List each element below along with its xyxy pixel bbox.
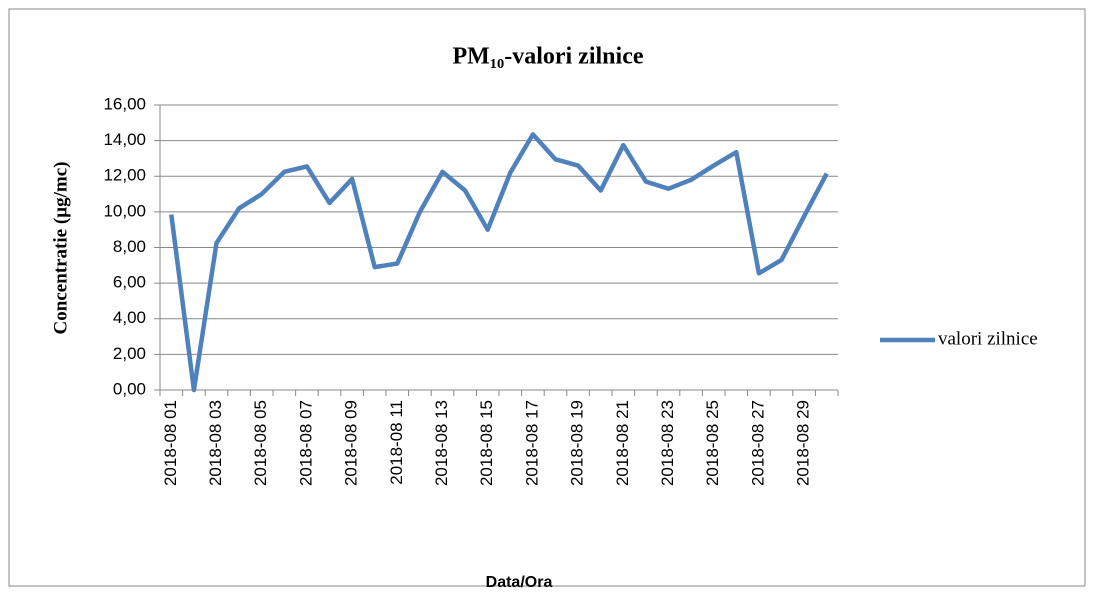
x-tick-label: 2018-08 07 (296, 400, 315, 486)
y-tick-label: 4,00 (113, 308, 146, 327)
x-tick-label: 2018-08 19 (568, 400, 587, 486)
y-tick-label: 8,00 (113, 237, 146, 256)
x-tick-label: 2018-08 01 (161, 400, 180, 486)
x-tick-label: 2018-08 17 (522, 400, 541, 486)
chart-border (8, 8, 1086, 587)
y-tick-label: 6,00 (113, 273, 146, 292)
x-tick-label: 2018-08 29 (794, 400, 813, 486)
legend-label: valori zilnice (938, 328, 1038, 349)
x-tick-label: 2018-08 23 (658, 400, 677, 486)
line-series (169, 132, 829, 393)
x-axis-title: Data/Ora (486, 574, 553, 591)
x-tick-label: 2018-08 03 (206, 400, 225, 486)
y-tick-label: 12,00 (103, 166, 146, 185)
chart-title: PM₁₀-valori zilnice (453, 44, 644, 70)
y-tick-label: 10,00 (103, 201, 146, 220)
x-tick-label: 2018-08 25 (703, 400, 722, 486)
y-tick-label: 14,00 (103, 130, 146, 149)
x-tick-label: 2018-08 05 (251, 400, 270, 486)
x-tick-label: 2018-08 15 (477, 400, 496, 486)
x-tick-label: 2018-08 11 (387, 400, 406, 485)
y-tick-label: 2,00 (113, 344, 146, 363)
x-tick-label: 2018-08 27 (748, 400, 767, 486)
y-tick-label: 16,00 (103, 94, 146, 113)
y-tick-label: 0,00 (113, 379, 146, 398)
x-tick-label: 2018-08 09 (342, 400, 361, 486)
x-tick-label: 2018-08 13 (432, 400, 451, 486)
y-axis-title: Concentratie (µg/mc) (50, 162, 71, 335)
x-tick-label: 2018-08 21 (613, 400, 632, 486)
